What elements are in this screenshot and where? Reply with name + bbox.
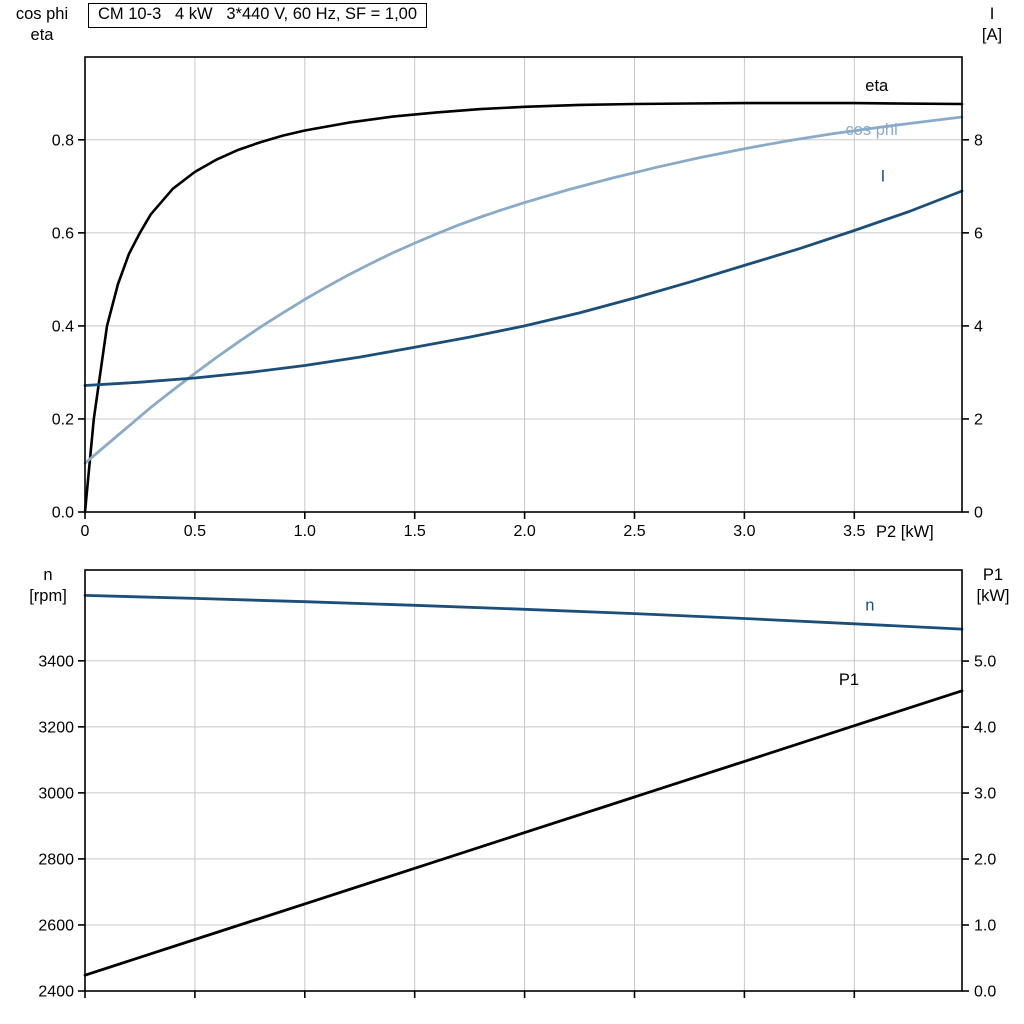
lower-left-axis-label: n [rpm] — [14, 565, 82, 607]
series-label-P1: P1 — [839, 671, 859, 689]
series-label-cos-phi: cos phi — [846, 121, 898, 139]
left-tick-label: 2800 — [38, 851, 74, 868]
series-label-I: I — [881, 168, 886, 186]
right-tick-label: 6 — [974, 225, 983, 242]
upper-right-axis-label-line2: [A] — [981, 26, 1003, 44]
left-tick-label: 0.2 — [52, 411, 74, 428]
right-tick-label: 2 — [974, 411, 983, 428]
right-tick-label: 3.0 — [974, 786, 996, 803]
right-tick-label: 4 — [974, 318, 983, 335]
left-tick-label: 3000 — [38, 785, 74, 802]
series-n — [83, 594, 964, 631]
lower-right-axis-label: P1 [kW] — [964, 565, 1022, 607]
series-eta — [83, 101, 964, 514]
plot-frame — [84, 56, 963, 513]
lower-left-axis-label-line2: [rpm] — [29, 587, 67, 605]
x-tick-label: 2.5 — [623, 523, 645, 540]
x-tick-label: 0 — [81, 523, 90, 540]
x-tick-label: 3.0 — [733, 523, 755, 540]
left-tick-label: 0.0 — [52, 505, 74, 522]
upper-right-axis-label-line1: I — [989, 5, 995, 23]
series-label-eta: eta — [865, 77, 889, 95]
left-tick-label: 3400 — [38, 653, 74, 670]
left-tick-label: 0.6 — [52, 225, 74, 242]
x-tick-label: 1.5 — [404, 523, 426, 540]
series-label-n: n — [865, 597, 874, 615]
x-tick-label: 0.5 — [184, 523, 206, 540]
x-tick-label: 2.0 — [513, 523, 535, 540]
left-tick-label: 3200 — [38, 719, 74, 736]
right-tick-label: 2.0 — [974, 852, 996, 869]
lower-right-axis-label-line1: P1 — [982, 566, 1004, 584]
right-tick-label: 0.0 — [974, 984, 996, 1001]
left-tick-label: 0.8 — [52, 132, 74, 149]
plot-frame — [84, 569, 963, 992]
upper-x-axis-label: P2 [kW] — [876, 523, 934, 541]
series-cos-phi — [83, 115, 964, 465]
x-tick-label: 3.5 — [843, 523, 865, 540]
x-tick-label: 1.0 — [294, 523, 316, 540]
left-tick-label: 2600 — [38, 917, 74, 934]
left-tick-label: 0.4 — [52, 318, 74, 335]
right-tick-label: 0 — [974, 505, 983, 522]
left-tick-label: 2400 — [38, 984, 74, 1001]
right-tick-label: 8 — [974, 132, 983, 149]
series-I — [83, 189, 964, 387]
upper-left-axis-label-line1: cos phi — [15, 5, 69, 23]
upper-right-axis-label: I [A] — [966, 4, 1018, 46]
right-tick-label: 4.0 — [974, 720, 996, 737]
lower-right-axis-label-line2: [kW] — [976, 587, 1010, 605]
series-P1 — [83, 689, 964, 977]
lower-left-axis-label-line1: n — [43, 566, 53, 584]
right-tick-label: 1.0 — [974, 918, 996, 935]
chart-title: CM 10-3 4 kW 3*440 V, 60 Hz, SF = 1,00 — [88, 3, 428, 28]
upper-left-axis-label-line2: eta — [30, 26, 54, 44]
right-tick-label: 5.0 — [974, 654, 996, 671]
upper-left-axis-label: cos phi eta — [6, 4, 78, 46]
